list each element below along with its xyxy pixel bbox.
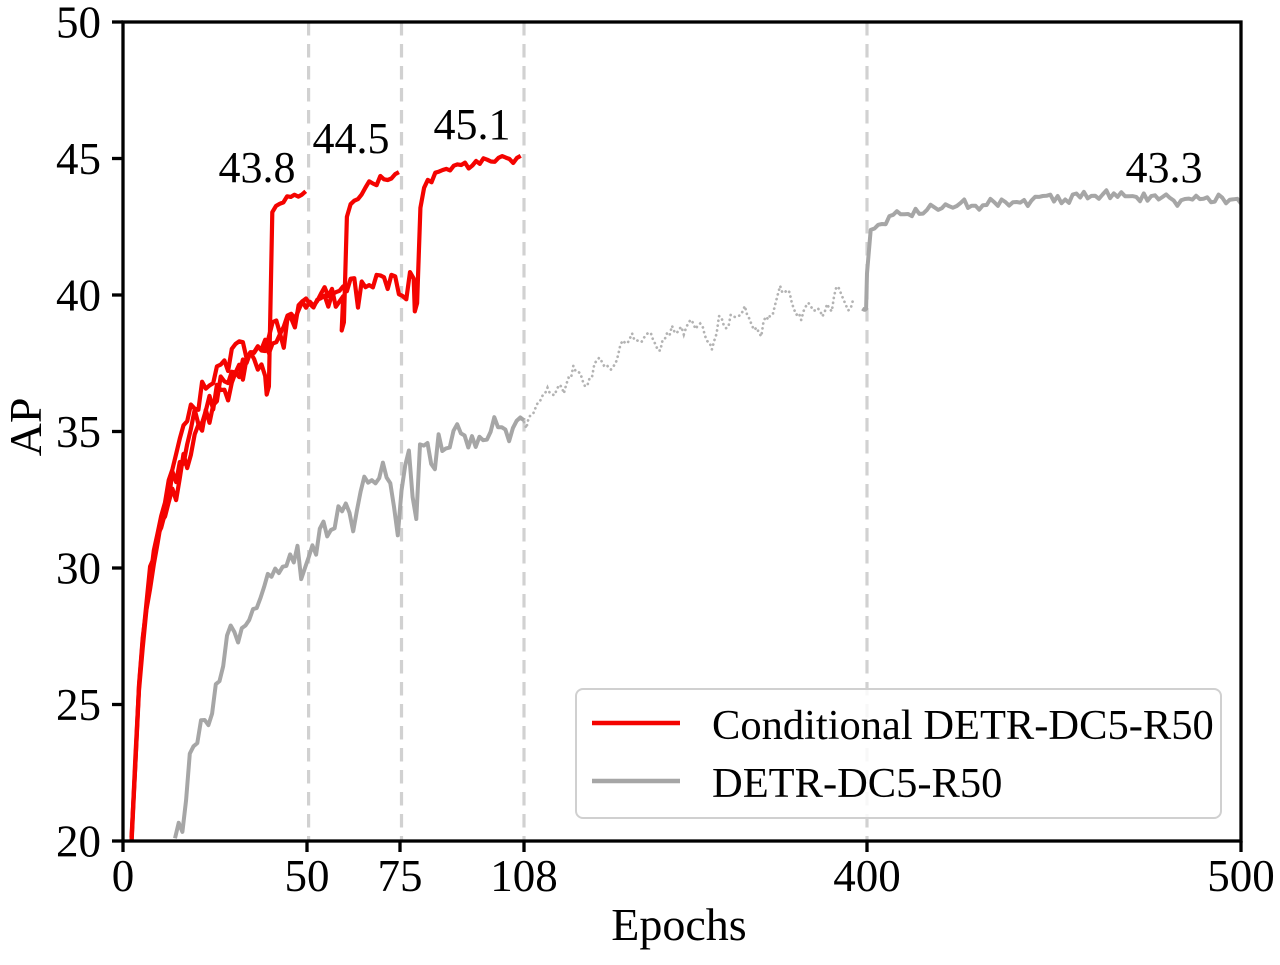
svg-text:43.8: 43.8 (219, 143, 296, 192)
svg-text:500: 500 (1207, 851, 1275, 901)
svg-text:400: 400 (833, 851, 901, 901)
svg-text:40: 40 (56, 271, 101, 321)
svg-text:0: 0 (112, 851, 135, 901)
svg-text:75: 75 (378, 851, 423, 901)
svg-text:43.3: 43.3 (1126, 143, 1203, 192)
svg-text:35: 35 (56, 407, 101, 457)
svg-text:Epochs: Epochs (611, 899, 746, 950)
svg-text:50: 50 (285, 851, 330, 901)
svg-text:20: 20 (56, 817, 101, 867)
svg-text:45: 45 (56, 134, 101, 184)
svg-text:DETR-DC5-R50: DETR-DC5-R50 (712, 760, 1002, 807)
svg-text:25: 25 (56, 680, 101, 730)
svg-text:44.5: 44.5 (313, 114, 390, 163)
svg-text:108: 108 (490, 851, 558, 901)
svg-text:50: 50 (56, 0, 101, 48)
svg-text:45.1: 45.1 (434, 100, 511, 149)
svg-text:AP: AP (0, 398, 51, 457)
svg-text:30: 30 (56, 544, 101, 594)
svg-text:Conditional DETR-DC5-R50: Conditional DETR-DC5-R50 (712, 702, 1214, 749)
